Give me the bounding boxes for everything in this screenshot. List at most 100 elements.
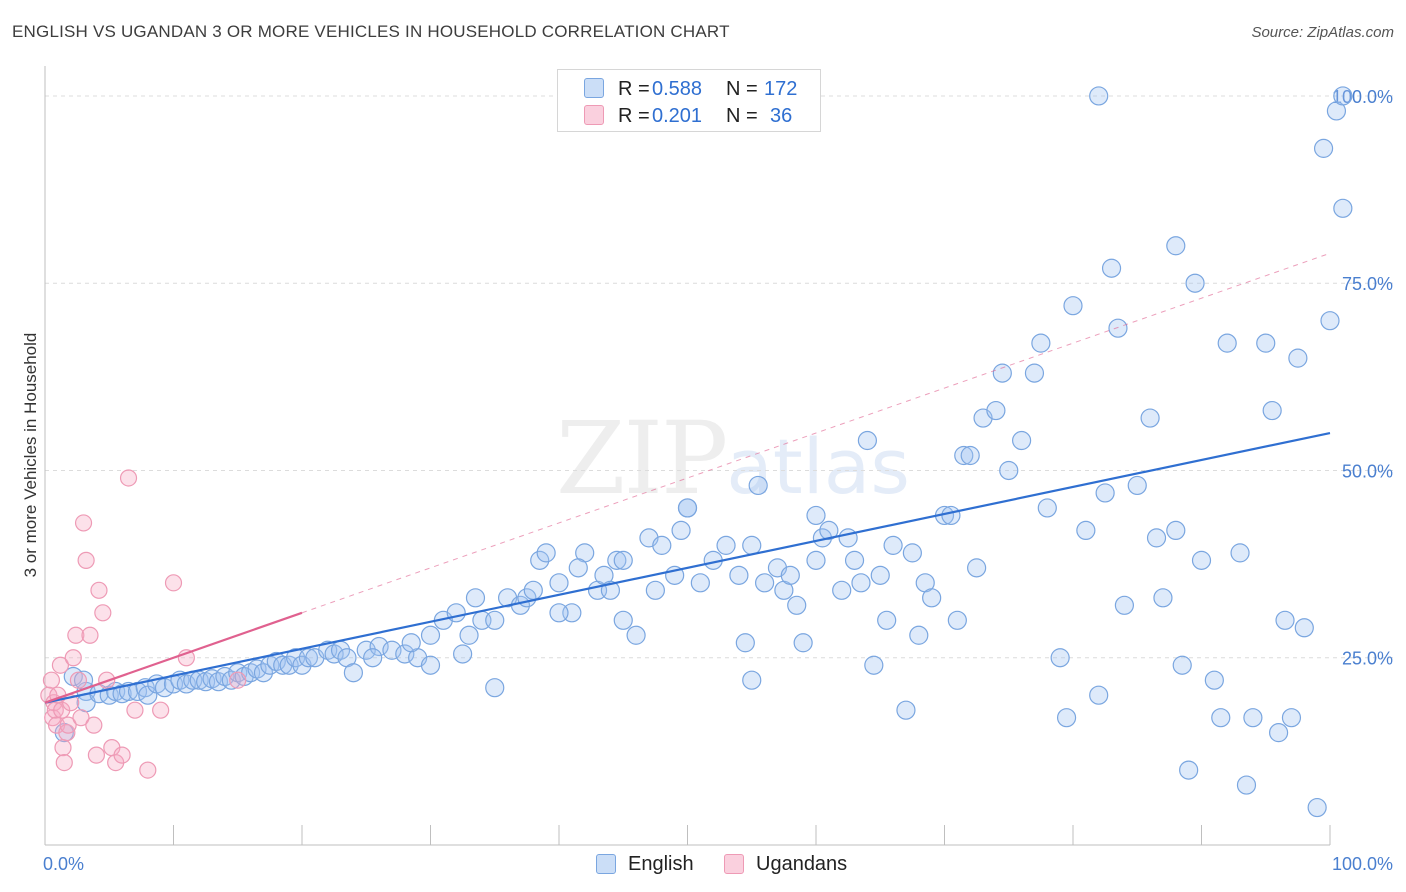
ugandan-series: [40, 469, 247, 779]
english-point: [1024, 363, 1045, 383]
english-point: [607, 550, 627, 570]
english-point: [896, 700, 916, 720]
watermark-zip: ZIP: [556, 400, 728, 517]
english-point: [1127, 475, 1147, 496]
english-point: [742, 535, 762, 555]
english-point: [1166, 520, 1186, 541]
english-point: [485, 678, 505, 698]
ugandan-trend-extension: [301, 252, 1331, 614]
english-point: [735, 633, 755, 653]
english-point: [253, 663, 274, 683]
legend-r-value: 0.588: [652, 78, 703, 100]
english-point: [536, 543, 556, 563]
english-point: [1320, 311, 1340, 331]
y-axis-label: 3 or more Vehicles in Household: [21, 333, 40, 578]
english-point: [729, 565, 749, 585]
english-point: [690, 573, 710, 593]
english-point: [1268, 723, 1289, 743]
english-point: [626, 625, 646, 645]
english-point: [870, 565, 890, 585]
english-point: [1217, 333, 1237, 353]
legend-swatch-english: [596, 854, 616, 874]
english-point: [1243, 708, 1263, 728]
english-point: [369, 636, 389, 657]
tick-labels: 25.0% 50.0% 75.0% 100.0% 0.0% 100.0%: [43, 87, 1393, 874]
english-point: [1294, 618, 1314, 638]
legend-n-label: N =: [726, 78, 758, 100]
english-point: [1063, 296, 1083, 316]
english-point: [909, 625, 929, 645]
english-point: [1050, 648, 1070, 668]
english-point: [742, 670, 762, 690]
english-point: [1056, 708, 1077, 728]
english-point: [1179, 760, 1199, 780]
english-point: [420, 655, 441, 675]
english-point: [838, 528, 858, 548]
x-tick-label: 0.0%: [43, 854, 84, 874]
grid-lines: [45, 95, 1395, 659]
english-point: [568, 558, 588, 578]
english-point: [806, 550, 826, 570]
english-point: [1313, 138, 1334, 158]
legend-n-label: N =: [726, 105, 758, 127]
english-point: [459, 625, 479, 645]
ugandan-point: [139, 761, 157, 779]
english-point: [613, 610, 633, 630]
english-point: [1204, 670, 1224, 690]
ugandan-point: [113, 746, 131, 764]
english-point: [613, 550, 633, 570]
english-point: [787, 595, 807, 615]
english-point: [864, 655, 884, 675]
watermark-atlas: atlas: [726, 422, 910, 511]
english-point: [401, 633, 421, 653]
english-point: [992, 363, 1012, 383]
english-point: [671, 520, 691, 541]
english-point: [1333, 198, 1353, 218]
ugandan-point: [126, 701, 144, 719]
y-tick-label: 75.0%: [1342, 274, 1393, 294]
ugandan-point: [119, 469, 138, 487]
ugandan-point: [69, 671, 88, 689]
english-point: [1076, 520, 1096, 541]
legend-label-english: English: [628, 853, 694, 875]
axes: [44, 66, 1331, 846]
english-point: [523, 580, 543, 600]
english-point: [960, 445, 980, 466]
english-point: [793, 633, 813, 653]
english-point: [465, 588, 486, 608]
english-point: [1307, 797, 1327, 818]
english-point: [1275, 610, 1295, 630]
legend-row-english: R = 0.588 N = 172: [558, 74, 820, 102]
english-point: [1281, 708, 1302, 728]
english-point: [485, 610, 505, 630]
english-point: [677, 498, 698, 518]
english-point: [1140, 408, 1160, 428]
ugandan-point: [81, 626, 99, 644]
english-point: [947, 610, 967, 630]
english-point: [1172, 655, 1192, 675]
english-point: [549, 603, 569, 623]
english-point: [967, 558, 987, 578]
y-tick-label: 50.0%: [1342, 461, 1393, 481]
ugandan-point: [64, 649, 82, 667]
english-point: [343, 663, 363, 683]
english-point: [851, 573, 871, 593]
english-point: [221, 670, 241, 690]
stats-legend: R = 0.588 N = 172 R = 0.201 N = 36: [557, 69, 821, 132]
chart-source: Source: ZipAtlas.com: [1251, 24, 1394, 41]
english-point: [1256, 333, 1276, 353]
english-point: [1211, 708, 1231, 728]
legend-r-label: R =: [618, 105, 650, 127]
english-point: [857, 430, 878, 451]
english-point: [1288, 348, 1308, 368]
english-point: [395, 644, 415, 664]
ugandan-point: [54, 739, 72, 757]
english-point: [844, 550, 865, 570]
ugandan-point: [87, 746, 106, 764]
english-point: [1114, 595, 1135, 615]
english-point: [877, 610, 897, 630]
ugandan-point: [94, 604, 112, 622]
english-point: [922, 588, 942, 608]
ugandan-trend-line: [44, 611, 303, 704]
